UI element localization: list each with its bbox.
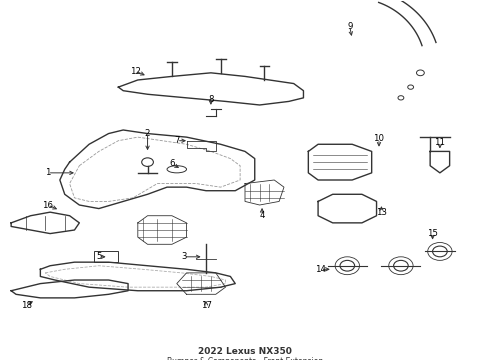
Text: 6: 6: [169, 159, 174, 168]
Text: 15: 15: [427, 229, 438, 238]
Text: 13: 13: [376, 208, 387, 217]
Text: 11: 11: [435, 138, 445, 147]
Text: 5: 5: [96, 252, 101, 261]
Text: 2: 2: [145, 129, 150, 138]
Text: 3: 3: [181, 252, 187, 261]
Text: 7: 7: [174, 136, 179, 145]
Text: 18: 18: [21, 301, 32, 310]
Text: 14: 14: [315, 265, 326, 274]
Text: 1: 1: [45, 168, 50, 177]
Text: 16: 16: [42, 201, 53, 210]
Text: 10: 10: [373, 134, 385, 143]
Text: 8: 8: [208, 95, 214, 104]
Text: 17: 17: [200, 301, 212, 310]
Text: 12: 12: [130, 67, 141, 76]
Text: 9: 9: [347, 22, 352, 31]
Text: 4: 4: [259, 211, 265, 220]
Text: 2022 Lexus NX350: 2022 Lexus NX350: [198, 347, 292, 356]
Text: Bumper & Components - Front Extension: Bumper & Components - Front Extension: [167, 357, 323, 360]
Bar: [94, 251, 118, 262]
